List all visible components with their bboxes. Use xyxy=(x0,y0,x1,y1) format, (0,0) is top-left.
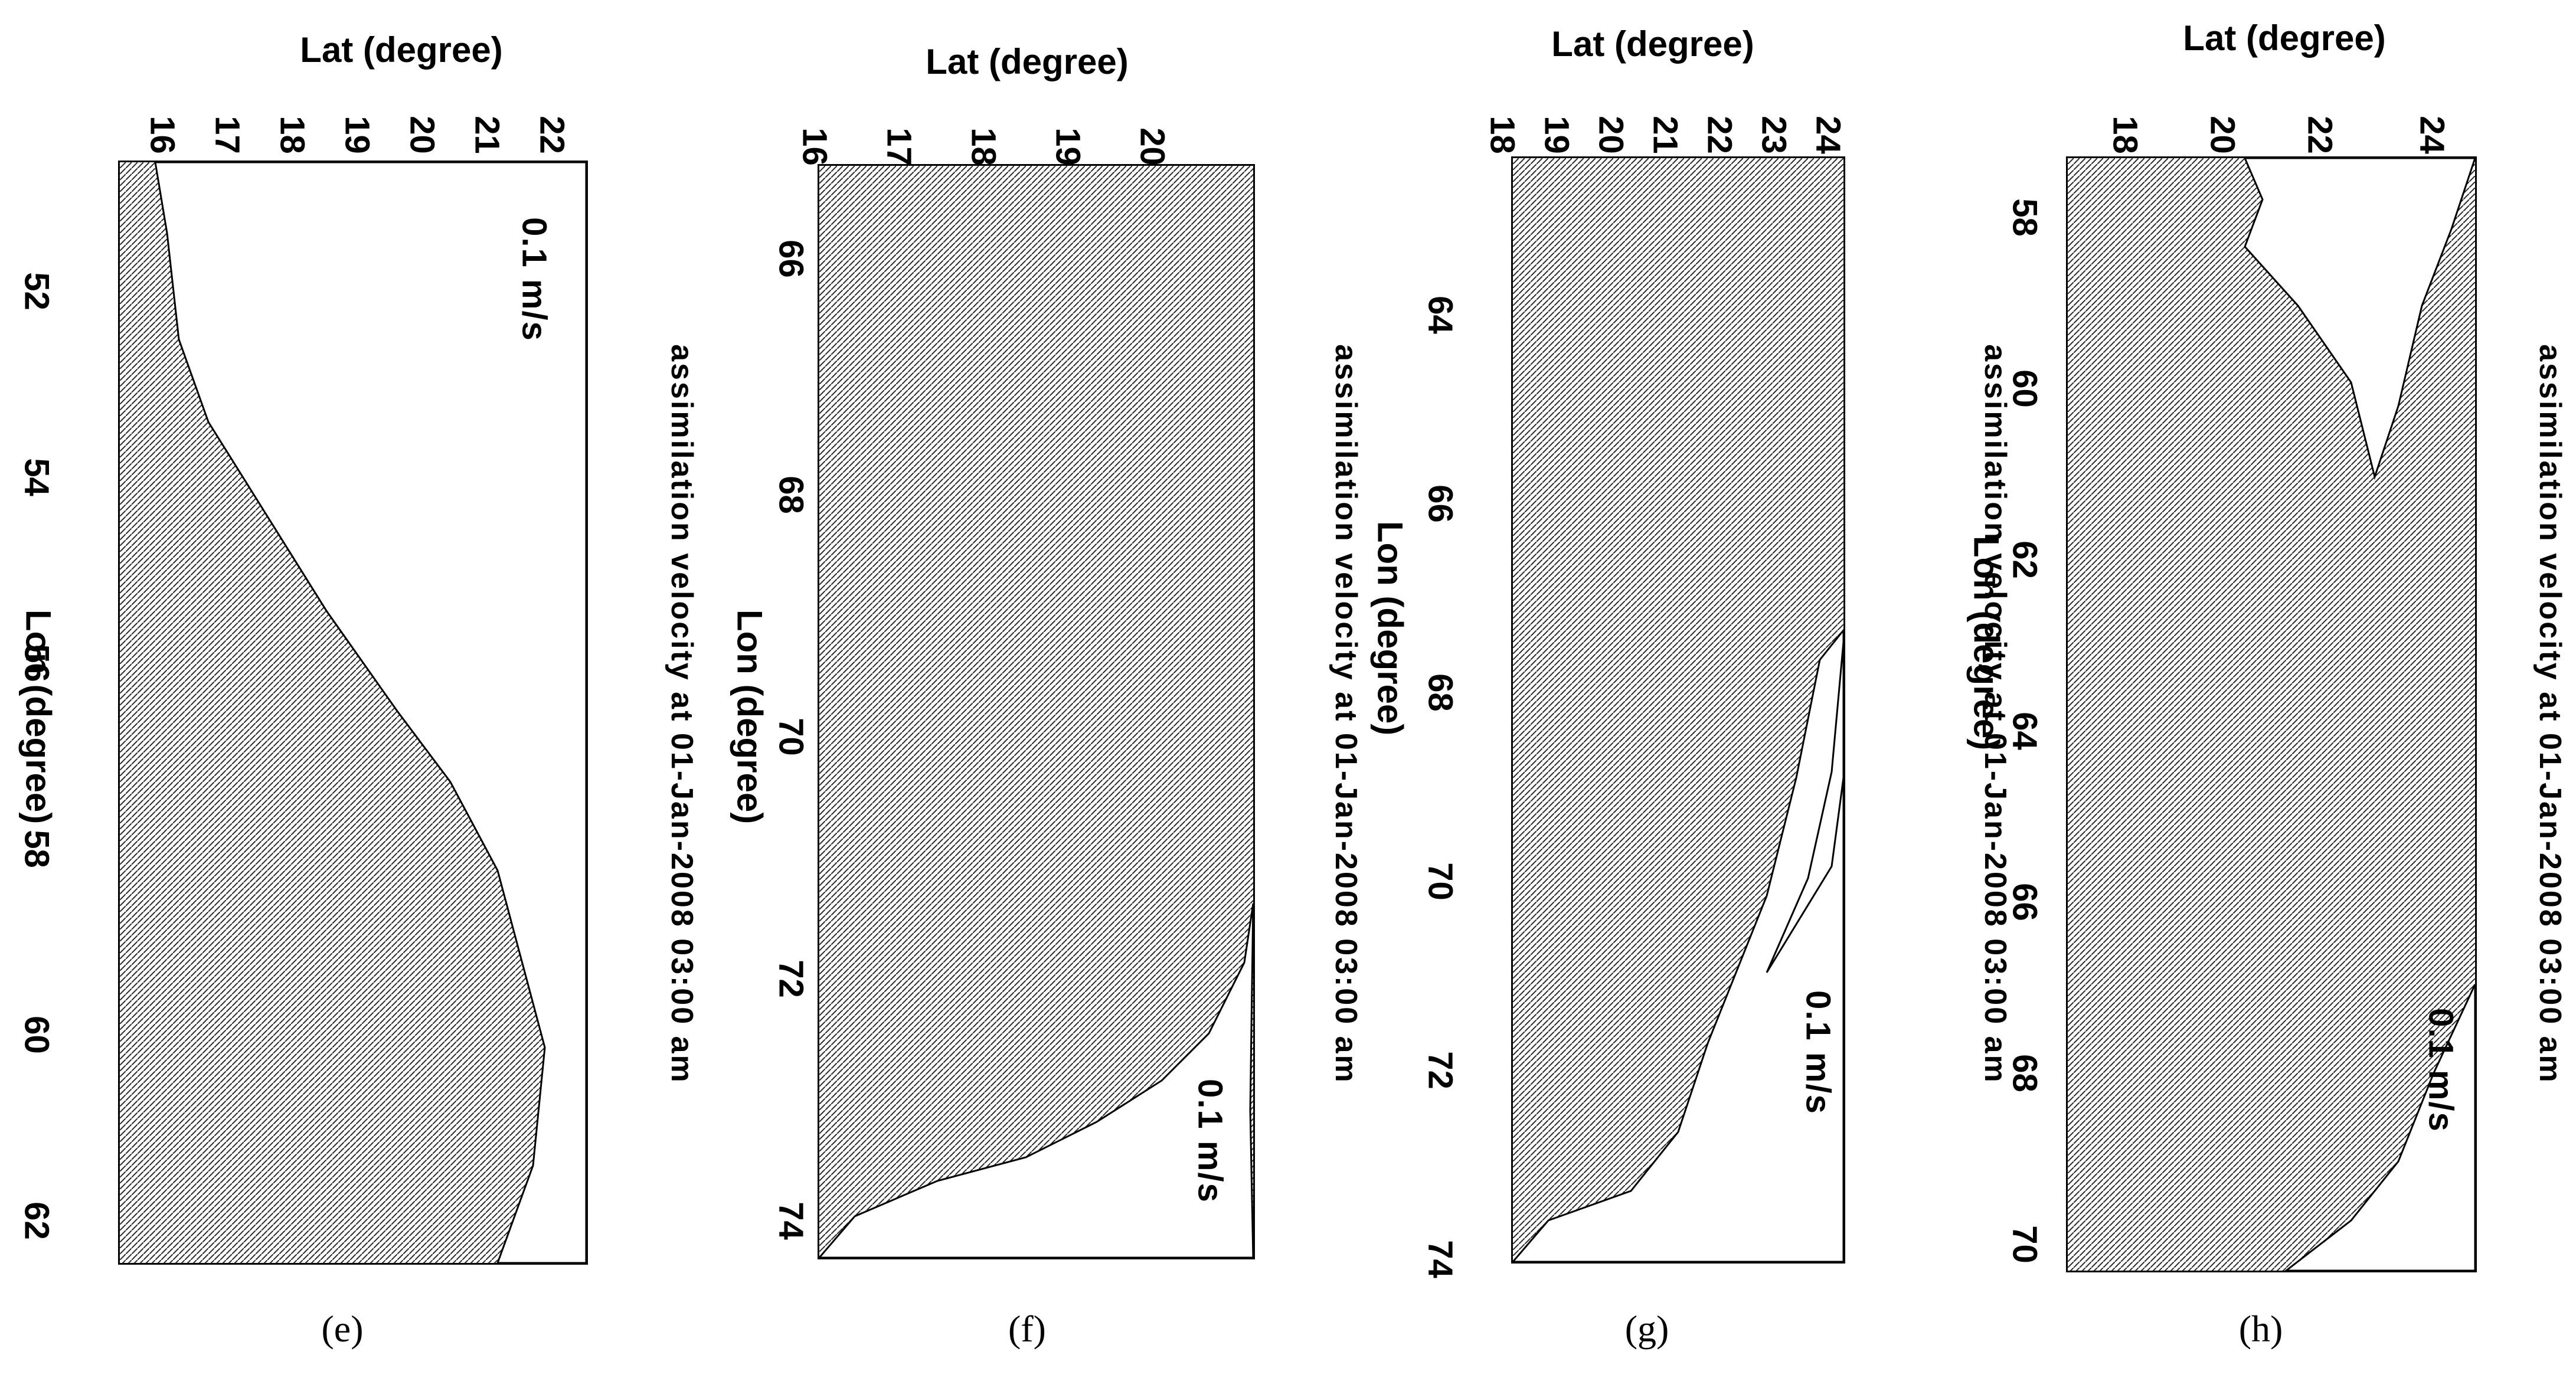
lat-tick: 17 xyxy=(880,127,918,166)
lon-tick: 68 xyxy=(1421,673,1460,712)
lon-tick: 68 xyxy=(772,476,810,514)
lon-tick: 68 xyxy=(2005,1054,2044,1092)
lat-tick: 20 xyxy=(1133,127,1172,166)
lat-tick: 21 xyxy=(468,116,506,154)
panel-h-title: assimilation velocity at 01-Jan-2008 03:… xyxy=(2533,344,2567,1084)
lat-tick: 24 xyxy=(2412,116,2451,154)
lat-tick: 23 xyxy=(1754,116,1793,154)
lat-tick: 17 xyxy=(208,116,247,154)
panel-e-scale-label: 0.1 m/s xyxy=(515,217,554,342)
lon-tick: 66 xyxy=(2005,883,2044,921)
lat-tick: 19 xyxy=(1048,127,1087,166)
panel-e-lat-label: Lat (degree) xyxy=(300,30,503,70)
lon-tick: 62 xyxy=(2005,541,2044,579)
panel-e-title: assimilation velocity at 01-Jan-2008 03:… xyxy=(665,344,699,1084)
lat-tick: 19 xyxy=(338,116,377,154)
panel-h-caption: (h) xyxy=(2238,1308,2283,1350)
lon-tick: 74 xyxy=(1421,1240,1460,1278)
lat-tick: 24 xyxy=(1809,116,1848,154)
panel-h-scale-label: 0.1 m/s xyxy=(2421,1008,2460,1132)
lon-tick: 54 xyxy=(17,458,56,496)
lon-tick: 70 xyxy=(1421,862,1460,901)
lat-tick: 16 xyxy=(143,116,182,154)
panel-g-caption: (g) xyxy=(1624,1308,1669,1350)
lon-tick: 60 xyxy=(17,1016,56,1054)
panel-f-scale-label: 0.1 m/s xyxy=(1191,1079,1230,1203)
lat-tick: 22 xyxy=(1700,116,1739,154)
panel-g-lat-label: Lat (degree) xyxy=(1551,24,1754,64)
lat-tick: 21 xyxy=(1646,116,1685,154)
lat-tick: 18 xyxy=(964,127,1003,166)
lon-tick: 64 xyxy=(2005,712,2044,750)
lon-tick: 70 xyxy=(772,718,810,756)
panel-f-velocity-field xyxy=(818,164,1255,1259)
lat-tick: 19 xyxy=(1537,116,1576,154)
lon-tick: 60 xyxy=(2005,369,2044,408)
lon-tick: 66 xyxy=(1421,485,1460,523)
lat-tick: 18 xyxy=(2106,116,2145,154)
panel-f-lat-label: Lat (degree) xyxy=(926,42,1129,81)
lon-tick: 64 xyxy=(1421,296,1460,334)
lat-tick: 18 xyxy=(1483,116,1522,154)
panel-e-lon-label: Lon (degree) xyxy=(18,609,58,824)
lon-tick: 70 xyxy=(2005,1225,2044,1264)
lat-tick: 18 xyxy=(273,116,312,154)
lon-tick: 66 xyxy=(772,240,810,278)
lat-tick: 20 xyxy=(2203,116,2242,154)
lat-tick: 20 xyxy=(403,116,442,154)
panel-f-lon-label: Lon (degree) xyxy=(730,609,770,824)
lat-tick: 20 xyxy=(1591,116,1630,154)
lon-tick: 62 xyxy=(17,1202,56,1240)
panel-e-caption: (e) xyxy=(321,1308,364,1350)
panel-h-lat-label: Lat (degree) xyxy=(2183,18,2386,58)
panel-g-scale-label: 0.1 m/s xyxy=(1799,990,1838,1115)
lat-tick: 22 xyxy=(532,116,571,154)
lat-tick: 22 xyxy=(2300,116,2339,154)
panel-f-title: assimilation velocity at 01-Jan-2008 03:… xyxy=(1329,344,1363,1084)
lon-tick: 72 xyxy=(1421,1051,1460,1089)
panel-f-caption: (f) xyxy=(1008,1308,1046,1350)
lon-tick: 72 xyxy=(772,960,810,998)
lon-tick: 52 xyxy=(17,272,56,310)
panel-g-velocity-field xyxy=(1511,156,1845,1264)
panel-g-lon-label: Lon (degree) xyxy=(1370,521,1410,736)
lat-tick: 16 xyxy=(795,127,834,166)
lon-tick: 58 xyxy=(2005,198,2044,237)
lon-tick: 74 xyxy=(772,1202,810,1240)
panel-e-velocity-field xyxy=(118,161,588,1265)
panel-h-lon-label: Lon (degree) xyxy=(1966,535,2006,751)
panel-h-velocity-field xyxy=(2066,156,2477,1272)
